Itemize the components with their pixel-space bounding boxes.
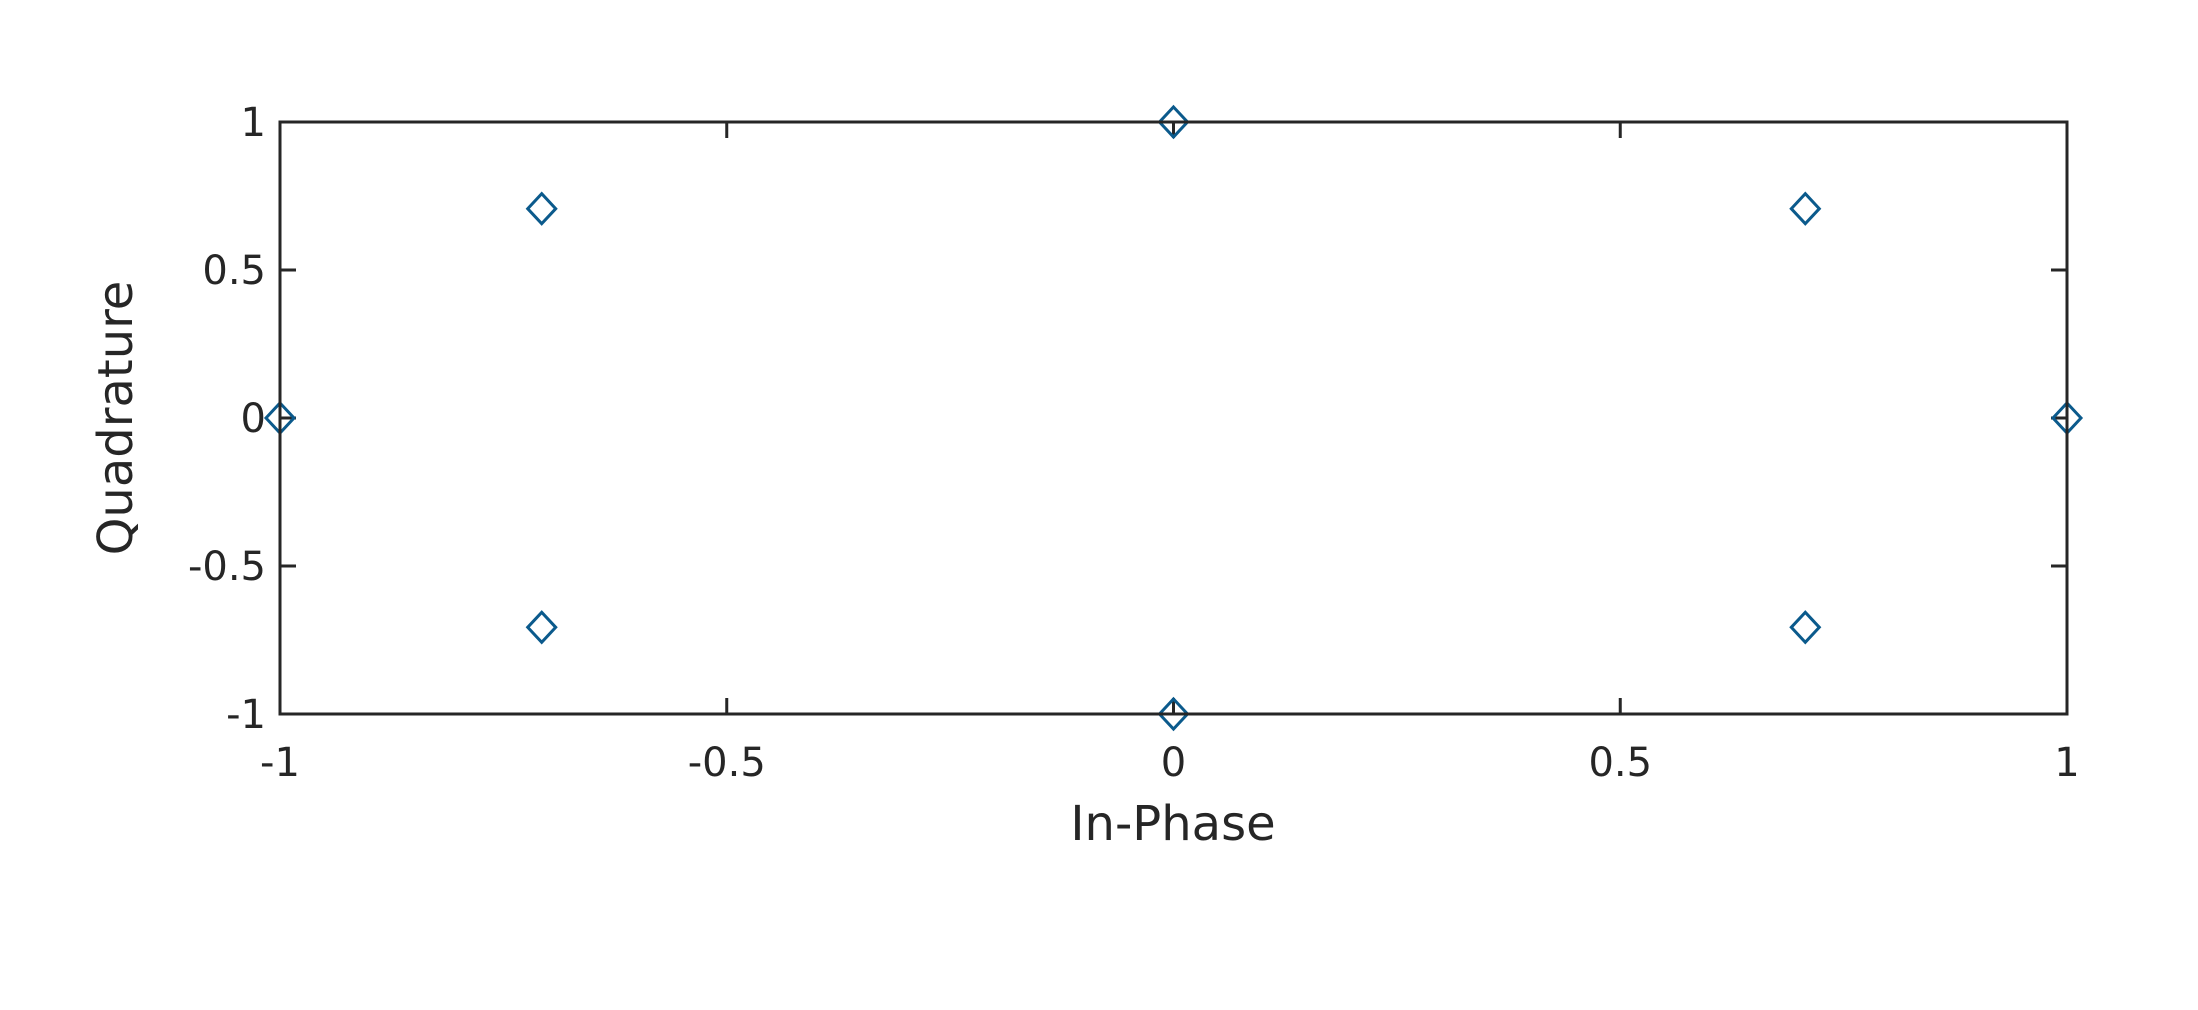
x-tick-label: -0.5 — [688, 740, 766, 786]
y-tick-label: -1 — [226, 692, 266, 738]
y-tick-label: 1 — [241, 100, 266, 146]
plot-area-frame — [278, 120, 2069, 716]
y-axis-label: Quadrature — [88, 281, 144, 556]
x-tick-label: 0 — [1161, 740, 1186, 786]
y-tick-label: -0.5 — [188, 544, 266, 590]
y-tick-label: 0.5 — [202, 248, 266, 294]
x-axis-label: In-Phase — [1070, 796, 1275, 852]
data-point-marker — [1157, 104, 1190, 140]
data-point-marker — [525, 610, 558, 645]
data-point-marker — [1789, 191, 1822, 226]
data-point-marker — [525, 191, 558, 226]
x-tick-label: 0.5 — [1588, 740, 1652, 786]
tick-labels: -1 -0.5 0 0.5 1 -1 -0.5 0 0.5 1 — [188, 100, 2080, 786]
data-point-marker — [1157, 696, 1190, 732]
x-tick-label: 1 — [2054, 740, 2079, 786]
data-point-marker — [1789, 610, 1822, 645]
y-tick-label: 0 — [241, 396, 266, 442]
x-tick-label: -1 — [260, 740, 300, 786]
